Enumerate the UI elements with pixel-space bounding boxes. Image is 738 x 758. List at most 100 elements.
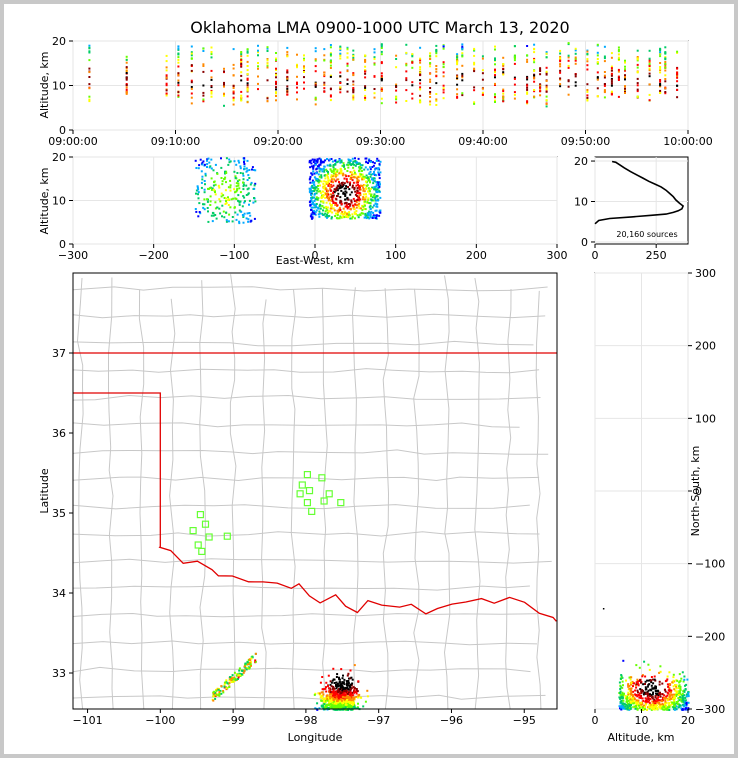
altitude-tick-label: 10 bbox=[52, 80, 66, 93]
county-line bbox=[72, 340, 534, 347]
source-cell bbox=[640, 681, 642, 684]
source-cell bbox=[165, 66, 168, 69]
source-cell bbox=[349, 694, 351, 697]
source-cell bbox=[252, 169, 255, 171]
source-cell bbox=[675, 684, 678, 687]
source-cell bbox=[324, 687, 327, 690]
source-cell bbox=[202, 100, 205, 103]
source-cell bbox=[232, 96, 235, 99]
source-cell bbox=[165, 74, 168, 77]
source-cell bbox=[190, 102, 193, 105]
source-cell bbox=[165, 54, 168, 57]
source-cell bbox=[88, 50, 91, 53]
source-cell bbox=[212, 212, 215, 215]
ns-tick-label: −100 bbox=[695, 558, 725, 571]
source-cell bbox=[379, 211, 382, 214]
source-cell bbox=[313, 172, 316, 175]
source-cell bbox=[660, 700, 663, 703]
source-cell bbox=[238, 667, 241, 670]
source-cell bbox=[379, 171, 382, 174]
ew-height-xlabel: East-West, km bbox=[276, 254, 354, 267]
source-cell bbox=[246, 78, 249, 81]
source-cell bbox=[343, 683, 346, 686]
source-cell bbox=[502, 88, 505, 91]
source-cell bbox=[367, 190, 370, 193]
source-cell bbox=[318, 164, 321, 167]
source-cell bbox=[481, 55, 484, 58]
source-cell bbox=[313, 211, 315, 214]
source-cell bbox=[313, 209, 315, 212]
source-cell bbox=[364, 96, 367, 99]
source-cell bbox=[513, 59, 516, 62]
time-tick-label: 09:20:00 bbox=[253, 135, 302, 148]
source-cell bbox=[329, 88, 332, 91]
source-cell bbox=[338, 688, 340, 691]
source-cell bbox=[674, 689, 677, 692]
source-cell bbox=[665, 695, 668, 698]
source-cell bbox=[242, 178, 245, 181]
source-cell bbox=[246, 84, 249, 87]
source-cell bbox=[257, 82, 259, 85]
source-cell bbox=[647, 693, 649, 696]
source-cell bbox=[329, 189, 332, 192]
source-cell bbox=[368, 159, 371, 162]
source-cell bbox=[664, 58, 667, 61]
lma-station-marker bbox=[298, 481, 306, 489]
source-cell bbox=[311, 217, 314, 220]
source-cell bbox=[321, 160, 324, 163]
source-cell bbox=[335, 198, 338, 201]
source-cell bbox=[622, 684, 624, 687]
source-cell bbox=[352, 98, 355, 101]
source-cell bbox=[88, 95, 91, 98]
source-cell bbox=[309, 204, 312, 207]
lma-station-marker bbox=[318, 474, 326, 482]
source-cell bbox=[670, 691, 672, 694]
source-cell bbox=[227, 186, 230, 189]
source-cell bbox=[586, 96, 589, 99]
source-cell bbox=[545, 86, 548, 89]
source-cell bbox=[310, 200, 313, 203]
source-cell bbox=[539, 67, 542, 70]
source-cell bbox=[177, 79, 180, 82]
source-cell bbox=[366, 176, 369, 179]
source-cell bbox=[210, 158, 213, 161]
source-cell bbox=[309, 175, 312, 178]
source-cell bbox=[651, 678, 654, 681]
source-cell bbox=[338, 690, 341, 693]
source-cell bbox=[395, 54, 398, 57]
source-cell bbox=[668, 702, 671, 704]
source-cell bbox=[252, 201, 255, 204]
source-cell bbox=[286, 85, 289, 88]
source-cell bbox=[610, 84, 613, 87]
source-cell bbox=[365, 160, 368, 163]
source-cell bbox=[339, 47, 342, 50]
source-cell bbox=[338, 678, 341, 681]
source-cell bbox=[190, 57, 193, 60]
source-cell bbox=[345, 175, 348, 178]
source-cell bbox=[648, 59, 651, 62]
source-cell bbox=[190, 45, 193, 48]
source-cell bbox=[596, 58, 599, 60]
source-cell bbox=[666, 678, 669, 681]
source-cell bbox=[266, 59, 269, 62]
source-cell bbox=[376, 167, 379, 170]
source-cell bbox=[212, 695, 215, 698]
source-cell bbox=[327, 674, 330, 677]
source-cell bbox=[322, 182, 325, 185]
source-cell bbox=[337, 701, 340, 704]
source-cell bbox=[246, 666, 249, 669]
source-cell bbox=[350, 201, 353, 204]
source-cell bbox=[395, 58, 398, 60]
source-cell bbox=[652, 687, 655, 690]
source-cell bbox=[201, 161, 204, 164]
source-cell bbox=[494, 63, 496, 66]
source-cell bbox=[165, 82, 168, 85]
source-cell bbox=[239, 167, 242, 170]
source-cell bbox=[327, 172, 330, 175]
source-cell bbox=[246, 95, 249, 98]
source-cell bbox=[339, 170, 342, 173]
source-cell bbox=[360, 169, 363, 172]
source-cell bbox=[344, 174, 347, 177]
source-cell bbox=[364, 85, 367, 88]
